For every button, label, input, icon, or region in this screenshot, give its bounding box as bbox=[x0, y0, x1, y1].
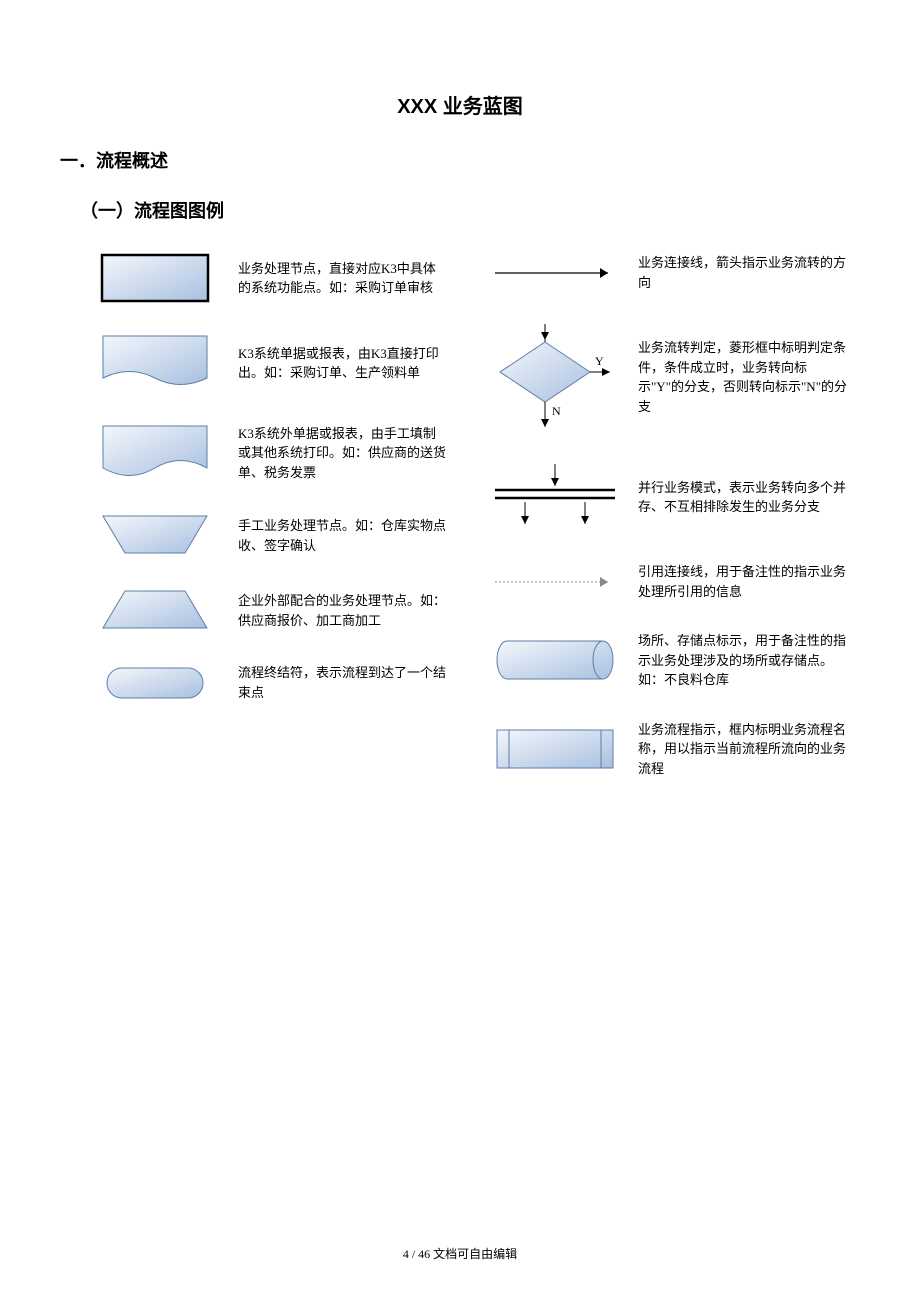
legend-item-process: 业务处理节点，直接对应K3中具体的系统功能点。如：采购订单审核 bbox=[90, 253, 460, 303]
page-footer: 4 / 46 文档可自由编辑 bbox=[0, 1245, 920, 1262]
section-heading-1: 一．流程概述 bbox=[60, 147, 860, 173]
process-shape bbox=[90, 253, 220, 303]
legend-left-column: 业务处理节点，直接对应K3中具体的系统功能点。如：采购订单审核 K3系统单据或报… bbox=[90, 253, 460, 778]
legend-desc: K3系统外单据或报表，由手工填制或其他系统打印。如：供应商的送货单、税务发票 bbox=[238, 424, 448, 483]
legend-desc: 手工业务处理节点。如：仓库实物点收、签字确认 bbox=[238, 516, 448, 555]
k3-doc-shape bbox=[90, 333, 220, 393]
decision-y-label: Y bbox=[595, 354, 604, 368]
legend-desc: 业务流程指示，框内标明业务流程名称，用以指示当前流程所流向的业务流程 bbox=[638, 720, 848, 779]
decision-diamond-shape: Y N bbox=[490, 322, 620, 432]
document-title: XXX 业务蓝图 bbox=[60, 90, 860, 119]
external-trapezoid-shape bbox=[90, 588, 220, 633]
legend-item-external: 企业外部配合的业务处理节点。如：供应商报价、加工商加工 bbox=[90, 588, 460, 633]
decision-n-label: N bbox=[552, 404, 561, 418]
parallel-bars-shape bbox=[490, 462, 620, 532]
legend-item-terminator: 流程终结符，表示流程到达了一个结束点 bbox=[90, 663, 460, 702]
legend-desc: 流程终结符，表示流程到达了一个结束点 bbox=[238, 663, 448, 702]
legend-desc: 并行业务模式，表示业务转向多个并存、不互相排除发生的业务分支 bbox=[638, 478, 848, 517]
legend-item-k3doc: K3系统单据或报表，由K3直接打印出。如：采购订单、生产领料单 bbox=[90, 333, 460, 393]
legend-desc: 场所、存储点标示，用于备注性的指示业务处理涉及的场所或存储点。如：不良料仓库 bbox=[638, 631, 848, 690]
legend-desc: 引用连接线，用于备注性的指示业务处理所引用的信息 bbox=[638, 562, 848, 601]
legend-desc: 业务处理节点，直接对应K3中具体的系统功能点。如：采购订单审核 bbox=[238, 259, 448, 298]
connector-arrow-shape bbox=[490, 263, 620, 283]
legend-item-storage: 场所、存储点标示，用于备注性的指示业务处理涉及的场所或存储点。如：不良料仓库 bbox=[490, 631, 860, 690]
legend-item-extdoc: K3系统外单据或报表，由手工填制或其他系统打印。如：供应商的送货单、税务发票 bbox=[90, 423, 460, 483]
legend-item-reference: 引用连接线，用于备注性的指示业务处理所引用的信息 bbox=[490, 562, 860, 601]
legend-item-parallel: 并行业务模式，表示业务转向多个并存、不互相排除发生的业务分支 bbox=[490, 462, 860, 532]
legend-desc: 业务连接线，箭头指示业务流转的方向 bbox=[638, 253, 848, 292]
page-container: XXX 业务蓝图 一．流程概述 （一）流程图图例 业务处理节点，直接对应K3中具… bbox=[0, 0, 920, 778]
section-heading-1-1: （一）流程图图例 bbox=[80, 197, 860, 223]
legend-desc: 企业外部配合的业务处理节点。如：供应商报价、加工商加工 bbox=[238, 591, 448, 630]
external-doc-shape bbox=[90, 423, 220, 483]
legend-item-connector: 业务连接线，箭头指示业务流转的方向 bbox=[490, 253, 860, 292]
legend-container: 业务处理节点，直接对应K3中具体的系统功能点。如：采购订单审核 K3系统单据或报… bbox=[60, 253, 860, 778]
reference-dotted-arrow-shape bbox=[490, 572, 620, 592]
legend-desc: 业务流转判定，菱形框中标明判定条件，条件成立时，业务转向标示"Y"的分支，否则转… bbox=[638, 338, 848, 416]
legend-item-decision: Y N 业务流转判定，菱形框中标明判定条件，条件成立时，业务转向标示"Y"的分支… bbox=[490, 322, 860, 432]
legend-item-subprocess: 业务流程指示，框内标明业务流程名称，用以指示当前流程所流向的业务流程 bbox=[490, 720, 860, 779]
manual-trapezoid-shape bbox=[90, 513, 220, 558]
legend-item-manual: 手工业务处理节点。如：仓库实物点收、签字确认 bbox=[90, 513, 460, 558]
legend-desc: K3系统单据或报表，由K3直接打印出。如：采购订单、生产领料单 bbox=[238, 344, 448, 383]
terminator-shape bbox=[90, 666, 220, 700]
storage-cylinder-shape bbox=[490, 638, 620, 683]
subprocess-rect-shape bbox=[490, 728, 620, 770]
legend-right-column: 业务连接线，箭头指示业务流转的方向 Y N bbox=[490, 253, 860, 778]
